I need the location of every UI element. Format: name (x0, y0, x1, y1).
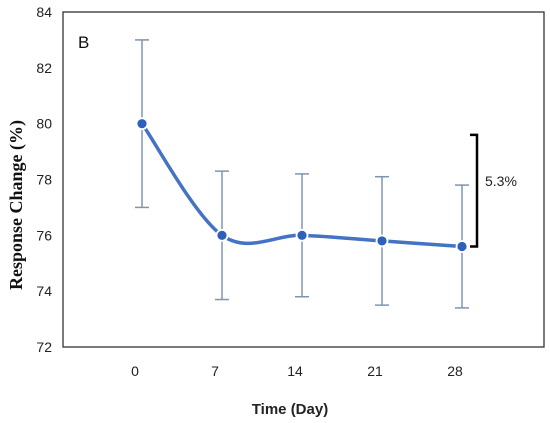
data-point (295, 228, 309, 242)
plot-frame (62, 11, 545, 348)
x-tick-labels: 0 7 14 21 28 (131, 363, 463, 379)
data-point (215, 228, 229, 242)
series-line (140, 121, 464, 249)
y-tick-label: 74 (36, 283, 52, 299)
y-tick-label: 82 (36, 60, 52, 76)
x-tick-label: 7 (211, 363, 219, 379)
data-point (375, 234, 389, 248)
data-points (135, 117, 469, 253)
x-tick-label: 14 (287, 363, 303, 379)
y-tick-label: 78 (36, 172, 52, 188)
y-tick-label: 72 (36, 339, 52, 355)
panel-label: B (78, 33, 89, 52)
difference-bracket (470, 133, 479, 248)
y-tick-label: 80 (36, 116, 52, 132)
error-bars (135, 39, 469, 309)
data-point (455, 240, 469, 253)
y-axis-label: Response Change (%) (6, 120, 27, 290)
x-tick-label: 0 (131, 363, 139, 379)
bracket-line (470, 133, 479, 248)
x-axis-label: Time (Day) (252, 401, 328, 418)
y-tick-label: 84 (36, 4, 52, 20)
y-tick-label: 76 (36, 227, 52, 243)
x-tick-label: 28 (447, 363, 463, 379)
x-tick-label: 21 (367, 363, 383, 379)
y-tick-labels: 72 74 76 78 80 82 84 (36, 4, 52, 355)
data-point (135, 117, 149, 131)
difference-annotation: 5.3% (485, 173, 517, 189)
